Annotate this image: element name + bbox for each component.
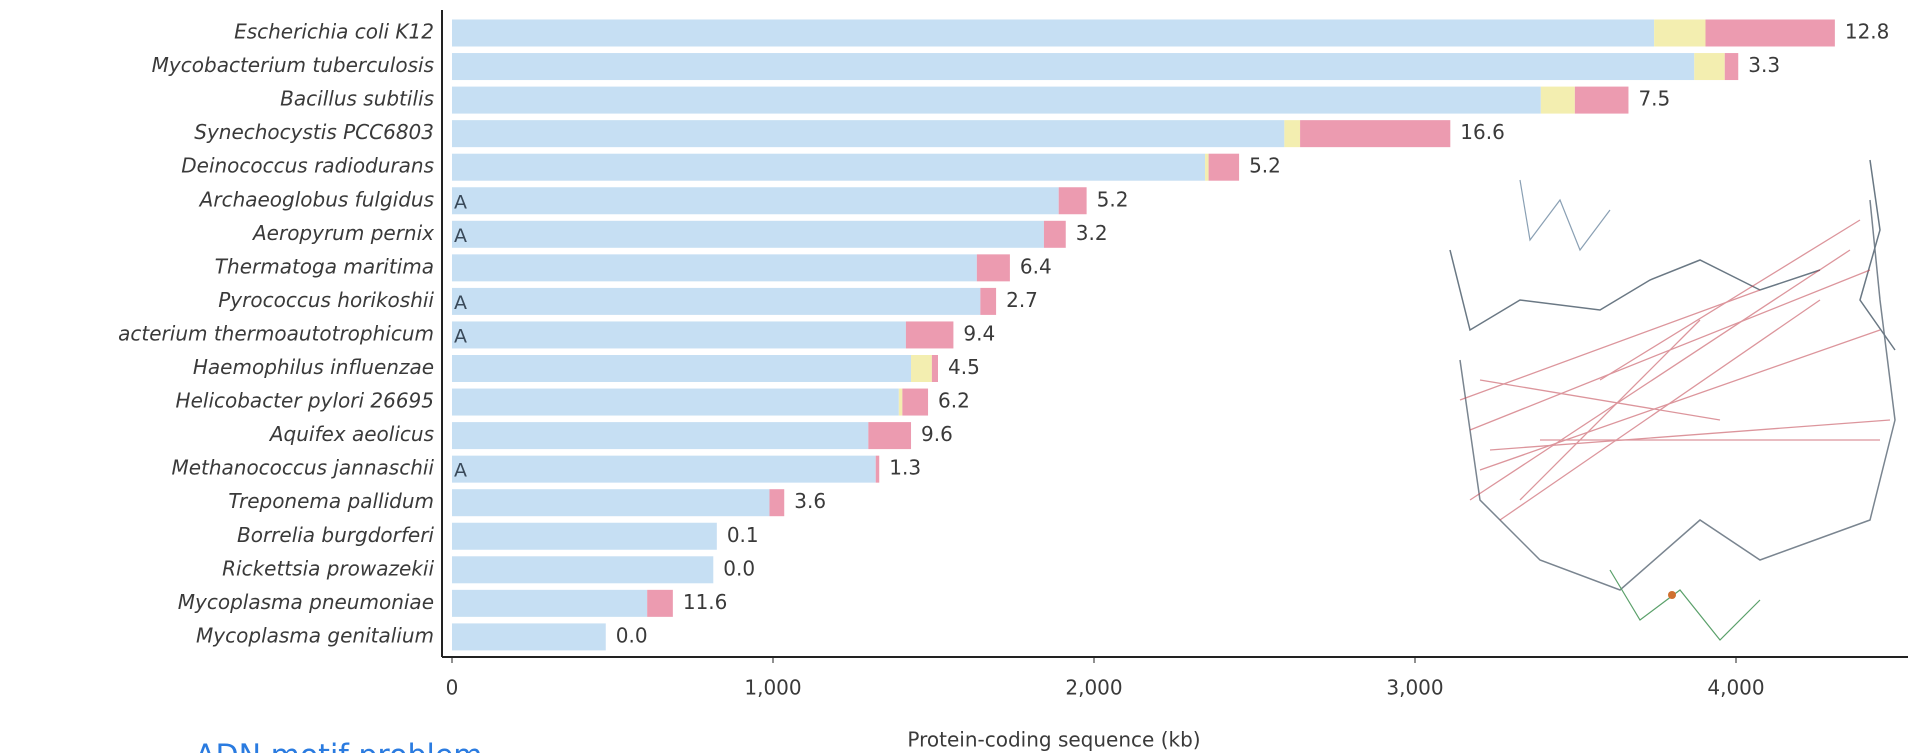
percent-label: 0.0 [616,623,648,647]
bar-segment [452,154,1205,181]
bar-segment [452,523,717,550]
percent-label: 4.5 [948,355,980,379]
bar-segment [1694,53,1724,80]
percent-label: 6.2 [938,389,970,413]
bar-segment [452,20,1654,47]
category-label: Aeropyrum pernix [251,221,434,245]
percent-label: 3.2 [1076,221,1108,245]
bar-segment [1059,187,1087,214]
category-label: Aquifex aeolicus [268,422,434,446]
bar-segment [1654,20,1705,47]
percent-label: 9.4 [963,321,995,345]
bar-segment [1575,87,1629,114]
bar-segment [980,288,996,315]
bar-segment [1541,87,1575,114]
bar-segment [452,254,977,281]
category-label: acterium thermoautotrophicum [118,321,434,345]
percent-label: 7.5 [1638,87,1670,111]
bar-segment [452,321,906,348]
bar-segment [932,355,938,382]
percent-label: 1.3 [889,456,921,480]
x-tick-label: 3,000 [1386,676,1443,700]
bar-segment [452,120,1284,147]
category-label: Rickettsia prowazekii [222,556,434,580]
bar-segment [452,556,713,583]
archaea-marker: A [454,292,467,314]
archaea-marker: A [454,191,467,213]
x-tick-label: 2,000 [1065,676,1122,700]
percent-label: 16.6 [1460,120,1505,144]
bar-segment [1725,53,1738,80]
bar-segment [452,590,647,617]
x-axis-title: Protein-coding sequence (kb) [907,728,1200,752]
bar-segment [452,53,1694,80]
bar-segment [452,187,1059,214]
archaea-marker: A [454,325,467,347]
category-label: Mycoplasma genitalium [196,623,434,647]
category-label: Helicobacter pylori 26695 [176,389,434,413]
chart: Protein-coding sequence (kb) ADN motif p… [0,0,1914,753]
overlay-text: ADN motif problem [195,739,483,753]
category-label: Deinococcus radiodurans [181,154,434,178]
percent-label: 11.6 [683,590,728,614]
category-label: Methanococcus jannaschii [171,456,434,480]
percent-label: 9.6 [921,422,953,446]
bar-segment [1044,221,1066,248]
category-label: Thermatoga maritima [215,254,434,278]
bar-segment [868,422,911,449]
category-label: Haemophilus influenzae [193,355,434,379]
bar-segment [647,590,673,617]
tree-illustration [1450,160,1895,640]
bar-segment [452,489,769,516]
category-label: Mycobacterium tuberculosis [152,53,434,77]
category-label: Escherichia coli K12 [234,20,434,44]
percent-label: 0.0 [723,556,755,580]
bar-segment [1706,20,1835,47]
category-label: Borrelia burgdorferi [237,523,434,547]
bar-segment [452,389,899,416]
bar-segment [452,456,876,483]
bar-segment [977,254,1010,281]
category-label: Treponema pallidum [228,489,434,513]
bar-segment [452,221,1044,248]
percent-label: 5.2 [1097,187,1129,211]
bar-segment [452,288,980,315]
bar-segment [452,87,1541,114]
category-label: Bacillus subtilis [280,87,434,111]
archaea-marker: A [454,460,467,482]
bar-segment [906,321,954,348]
x-tick-label: 4,000 [1707,676,1764,700]
category-label: Archaeoglobus fulgidus [198,187,434,211]
x-tick-label: 1,000 [744,676,801,700]
percent-label: 12.8 [1845,20,1890,44]
category-label: Synechocystis PCC6803 [194,120,434,144]
x-tick-label: 0 [446,676,459,700]
percent-label: 3.6 [794,489,826,513]
archaea-marker: A [454,225,467,247]
bar-segment [876,456,880,483]
bar-segment [911,355,932,382]
bar-segment [899,389,903,416]
bar-segment [1205,154,1209,181]
category-label: Mycoplasma pneumoniae [178,590,434,614]
percent-label: 2.7 [1006,288,1038,312]
bar-segment [769,489,784,516]
bar-segment [1209,154,1239,181]
bar-segment [1284,120,1300,147]
percent-label: 3.3 [1748,53,1780,77]
bar-segment [1300,120,1450,147]
bar-segment [902,389,928,416]
category-label: Pyrococcus horikoshii [218,288,434,312]
bar-segment [452,623,606,650]
percent-label: 0.1 [727,523,759,547]
bar-segment [452,355,911,382]
percent-label: 5.2 [1249,154,1281,178]
percent-label: 6.4 [1020,254,1052,278]
bar-segment [452,422,868,449]
